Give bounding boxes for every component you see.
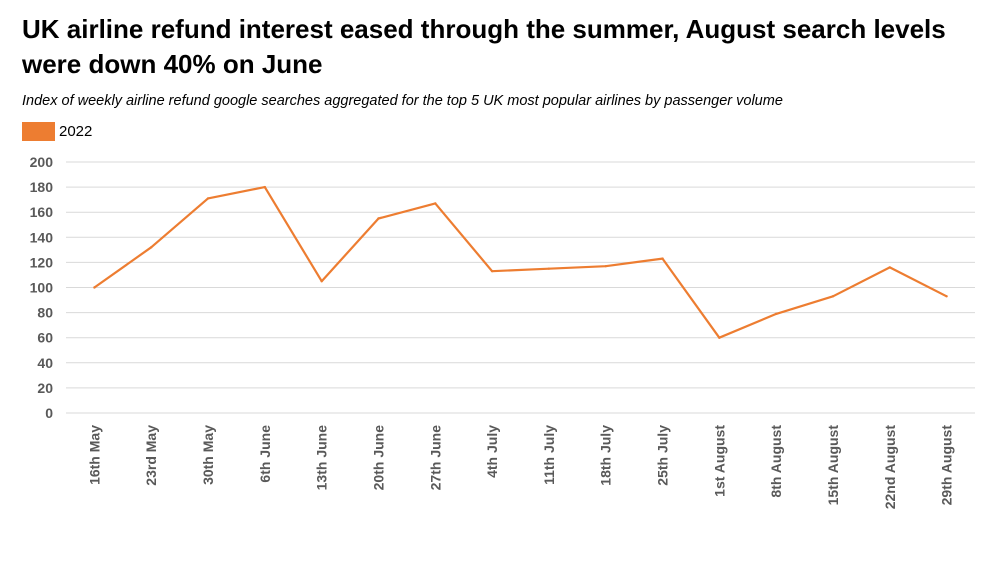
x-tick-label: 1st August [711,425,727,497]
y-tick-label: 120 [30,254,54,270]
x-tick-label: 22nd August [882,425,898,510]
x-tick-label: 6th June [257,425,273,483]
data-point [774,312,778,316]
gridlines [66,161,975,414]
data-point [604,264,607,268]
y-tick-label: 80 [37,305,53,321]
y-tick-label: 100 [30,280,54,296]
data-point [434,202,437,205]
x-tick-label: 30th May [200,425,216,485]
legend-swatch [22,122,55,141]
series-line [93,186,948,339]
data-point [945,295,948,298]
data-point [547,267,551,270]
data-point [888,266,891,269]
x-tick-label: 23rd May [143,425,159,486]
y-tick-label: 180 [30,179,54,195]
x-tick-label: 29th August [939,425,955,506]
data-point [490,269,494,273]
x-tick-label: 25th July [655,425,671,486]
data-point [93,286,96,289]
legend-label: 2022 [59,123,93,140]
legend: 2022 [22,122,92,141]
x-tick-label: 18th July [598,425,614,486]
data-point [206,197,210,200]
y-tick-label: 0 [45,405,53,421]
y-tick-label: 60 [37,330,53,346]
y-tick-label: 40 [37,355,53,371]
x-tick-label: 16th May [86,425,102,485]
x-tick-label: 8th August [768,425,784,498]
data-point [718,336,721,339]
x-tick-label: 27th June [427,425,443,491]
y-tick-label: 20 [37,380,53,396]
x-tick-label: 11th July [541,425,557,485]
data-point [377,217,380,220]
series-2022 [93,185,948,339]
y-tick-label: 140 [30,229,54,245]
y-axis-ticks: 0 20 40 60 80 100 120 140 160 180 200 [30,154,54,421]
x-tick-label: 4th July [484,425,500,478]
x-tick-label: 13th June [314,425,330,491]
chart-subtitle: Index of weekly airline refund google se… [22,93,783,109]
y-tick-label: 160 [30,204,54,220]
x-tick-label: 15th August [825,425,841,506]
data-point [150,246,153,249]
y-tick-label: 200 [30,154,54,170]
data-point [263,185,267,189]
x-axis-ticks: 16th May 23rd May 30th May 6th June 13th Jun… [86,425,954,510]
data-point [320,280,323,283]
chart-title: UK airline refund interest eased through… [22,14,946,79]
data-point [831,295,835,298]
x-tick-label: 20th June [370,425,386,491]
data-point [661,257,664,260]
